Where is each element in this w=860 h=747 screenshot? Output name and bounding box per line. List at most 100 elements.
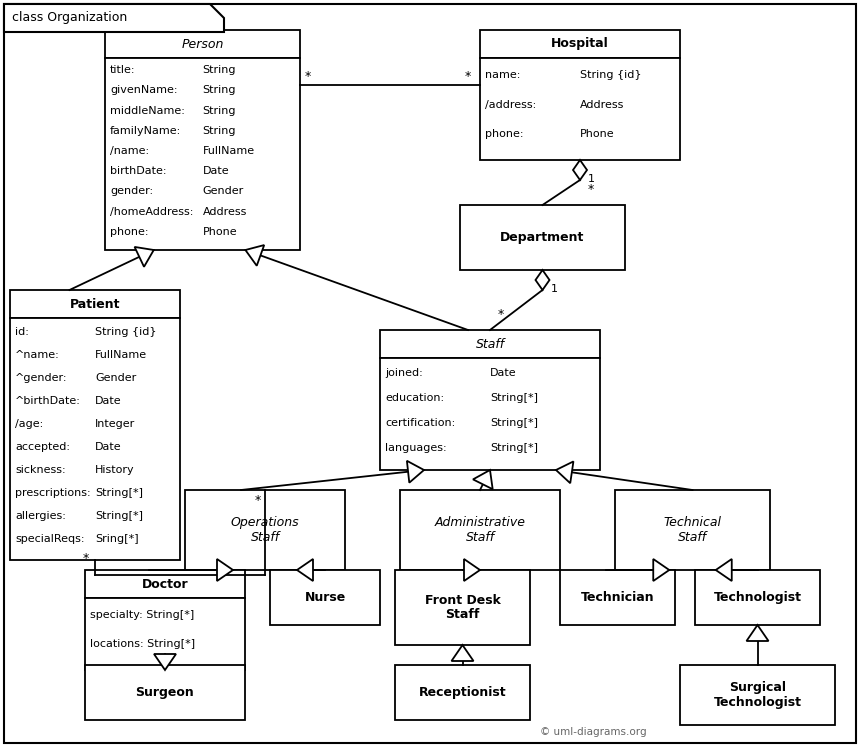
Text: familyName:: familyName: — [110, 125, 181, 136]
Text: Staff: Staff — [476, 338, 505, 350]
Text: /age:: /age: — [15, 419, 43, 429]
Text: Technician: Technician — [580, 591, 654, 604]
Text: gender:: gender: — [110, 187, 153, 196]
Text: languages:: languages: — [385, 443, 446, 453]
Text: String {id}: String {id} — [95, 327, 157, 337]
Text: String[*]: String[*] — [490, 443, 538, 453]
Text: Surgical
Technologist: Surgical Technologist — [714, 681, 802, 709]
Text: 1: 1 — [588, 174, 595, 184]
Text: String[*]: String[*] — [490, 418, 538, 428]
Text: String[*]: String[*] — [490, 393, 538, 403]
Polygon shape — [536, 270, 550, 290]
Text: Surgeon: Surgeon — [136, 686, 194, 699]
Bar — [480, 58, 680, 160]
Polygon shape — [746, 625, 769, 641]
Text: accepted:: accepted: — [15, 442, 70, 452]
Text: Gender: Gender — [95, 373, 136, 383]
Polygon shape — [473, 470, 493, 489]
Polygon shape — [154, 654, 176, 670]
Polygon shape — [245, 245, 264, 266]
Text: ^birthDate:: ^birthDate: — [15, 396, 81, 406]
Text: allergies:: allergies: — [15, 511, 66, 521]
Bar — [10, 290, 180, 318]
Bar — [480, 30, 680, 58]
Bar — [615, 490, 770, 570]
Text: Doctor: Doctor — [142, 577, 188, 590]
Text: Front Desk
Staff: Front Desk Staff — [425, 594, 501, 622]
Text: *: * — [255, 494, 261, 507]
Text: String: String — [202, 85, 236, 96]
Bar — [695, 570, 820, 625]
Text: FullName: FullName — [202, 146, 255, 156]
Bar — [395, 665, 530, 720]
Bar — [560, 570, 675, 625]
Text: Integer: Integer — [95, 419, 135, 429]
Text: joined:: joined: — [385, 368, 423, 378]
Text: 1: 1 — [550, 284, 557, 294]
Text: Department: Department — [501, 231, 585, 244]
Text: birthDate:: birthDate: — [110, 166, 167, 176]
Text: FullName: FullName — [95, 350, 147, 360]
Polygon shape — [716, 559, 732, 581]
Polygon shape — [217, 559, 233, 581]
Text: Operations
Staff: Operations Staff — [230, 516, 299, 544]
Text: id:: id: — [15, 327, 29, 337]
Text: Phone: Phone — [202, 227, 237, 237]
Text: prescriptions:: prescriptions: — [15, 488, 90, 498]
Bar — [185, 490, 345, 570]
Text: Date: Date — [95, 396, 121, 406]
Text: Patient: Patient — [70, 297, 120, 311]
Text: name:: name: — [485, 70, 520, 81]
Bar — [400, 490, 560, 570]
Text: *: * — [305, 70, 311, 83]
Bar — [380, 358, 600, 470]
Text: /homeAddress:: /homeAddress: — [110, 207, 194, 217]
Polygon shape — [407, 461, 424, 483]
Bar — [380, 330, 600, 358]
Text: Technologist: Technologist — [714, 591, 802, 604]
Text: Hospital: Hospital — [551, 37, 609, 51]
Text: String: String — [202, 125, 236, 136]
Text: Gender: Gender — [202, 187, 243, 196]
Text: Address: Address — [580, 99, 624, 110]
Text: ^name:: ^name: — [15, 350, 59, 360]
Text: Sring[*]: Sring[*] — [95, 534, 138, 545]
Bar — [460, 205, 625, 270]
Bar — [680, 665, 835, 725]
Text: String: String — [202, 105, 236, 116]
Polygon shape — [4, 4, 224, 32]
Text: String: String — [202, 65, 236, 75]
Text: class Organization: class Organization — [12, 11, 127, 25]
Text: phone:: phone: — [485, 128, 524, 139]
Text: ^gender:: ^gender: — [15, 373, 67, 383]
Bar — [270, 570, 380, 625]
Text: *: * — [465, 70, 471, 83]
Polygon shape — [452, 645, 474, 661]
Text: Person: Person — [181, 37, 224, 51]
Text: Administrative
Staff: Administrative Staff — [434, 516, 525, 544]
Text: certification:: certification: — [385, 418, 455, 428]
Text: Nurse: Nurse — [304, 591, 346, 604]
Text: specialReqs:: specialReqs: — [15, 534, 84, 545]
Bar — [85, 570, 245, 598]
Text: locations: String[*]: locations: String[*] — [90, 639, 195, 649]
Bar — [395, 570, 530, 645]
Polygon shape — [297, 559, 313, 581]
Text: Receptionist: Receptionist — [419, 686, 507, 699]
Text: sickness:: sickness: — [15, 465, 65, 475]
Text: Date: Date — [202, 166, 229, 176]
Polygon shape — [654, 559, 669, 581]
Text: © uml-diagrams.org: © uml-diagrams.org — [540, 727, 647, 737]
Text: middleName:: middleName: — [110, 105, 185, 116]
Text: Address: Address — [202, 207, 247, 217]
Text: History: History — [95, 465, 135, 475]
Text: givenName:: givenName: — [110, 85, 177, 96]
Text: specialty: String[*]: specialty: String[*] — [90, 610, 194, 620]
Bar — [105, 30, 300, 58]
Text: String {id}: String {id} — [580, 70, 642, 81]
Bar — [85, 665, 245, 720]
Text: Date: Date — [490, 368, 517, 378]
Text: String[*]: String[*] — [95, 511, 143, 521]
Polygon shape — [573, 160, 587, 180]
Bar — [85, 598, 245, 670]
